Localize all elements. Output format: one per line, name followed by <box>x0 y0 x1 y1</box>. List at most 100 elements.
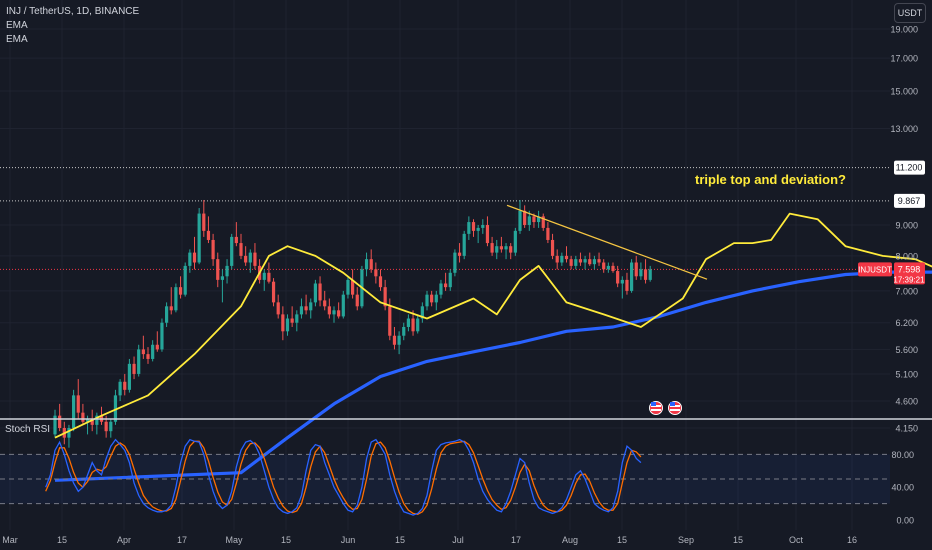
candle <box>318 276 322 307</box>
candle-body <box>351 279 355 295</box>
candle <box>555 249 559 270</box>
candle <box>462 230 466 260</box>
candle <box>313 279 317 307</box>
candle <box>220 269 224 303</box>
flag-icon-canton <box>670 402 675 406</box>
candle <box>151 340 155 362</box>
trendline[interactable] <box>506 204 708 280</box>
candle <box>369 249 373 273</box>
candle-body <box>639 269 643 277</box>
candle-body <box>611 265 615 272</box>
rsi-tick-label: 40.00 <box>891 483 914 493</box>
candle-body <box>490 243 494 253</box>
candle-body <box>132 363 136 374</box>
chart-annotation[interactable]: triple top and deviation? <box>695 172 846 187</box>
candle-body <box>169 306 173 311</box>
candle <box>239 233 243 260</box>
candle-body <box>643 269 648 280</box>
candle-body <box>527 216 531 225</box>
time-tick-label: 15 <box>617 535 627 545</box>
price-unit-button[interactable]: USDT <box>894 3 926 23</box>
candle-body <box>248 252 252 263</box>
candle <box>481 219 485 234</box>
time-tick-label: Sep <box>678 535 694 545</box>
level-a-badge-bg <box>894 160 925 175</box>
indicator-ema-1[interactable]: EMA <box>6 20 28 31</box>
candle <box>141 335 145 359</box>
candle-body <box>234 236 238 244</box>
candle <box>262 269 266 291</box>
candle-body <box>53 415 57 435</box>
indicator-ema-2[interactable]: EMA <box>6 34 28 45</box>
candle-body <box>309 302 313 311</box>
candle <box>174 283 178 313</box>
rsi-tick-label: 0.00 <box>896 516 914 526</box>
candle-body <box>197 213 201 263</box>
candle-body <box>262 272 266 280</box>
price-tick-label: 4.600 <box>895 396 918 406</box>
candle <box>630 259 634 293</box>
candle <box>58 403 62 432</box>
candle-body <box>411 318 415 332</box>
candle-body <box>564 255 569 260</box>
symbol-tag-bg <box>858 262 892 277</box>
candle-body <box>509 246 513 253</box>
symbol-line[interactable]: INJ / TetherUS, 1D, BINANCE <box>6 6 140 17</box>
candle <box>467 216 471 240</box>
candle-body <box>276 302 280 315</box>
candle-body <box>364 259 369 270</box>
candle-body <box>453 252 457 273</box>
stoch-rsi-label[interactable]: Stoch RSI <box>5 424 51 435</box>
candle <box>578 252 583 266</box>
us-flag-event-icon[interactable] <box>649 401 663 415</box>
candle <box>513 227 517 256</box>
candle <box>323 290 327 311</box>
candle <box>188 249 192 273</box>
candle-body <box>67 428 71 438</box>
candle <box>541 213 545 231</box>
candle <box>299 298 304 319</box>
candle-body <box>532 216 536 223</box>
candle <box>309 298 313 319</box>
candle-body <box>471 222 476 231</box>
candle-body <box>416 318 420 332</box>
candle <box>183 262 187 297</box>
candle <box>634 255 638 280</box>
candle <box>509 243 513 260</box>
candle <box>523 205 527 228</box>
candle <box>118 379 122 401</box>
candle-body <box>476 227 480 231</box>
candle-body <box>76 395 80 413</box>
candle <box>285 314 290 336</box>
candle <box>499 236 503 253</box>
time-tick-label: 16 <box>847 535 857 545</box>
candle-body <box>485 224 490 244</box>
candle <box>225 259 229 284</box>
candle-body <box>58 415 62 428</box>
candle-body <box>72 395 76 428</box>
candle-body <box>323 300 327 307</box>
candle <box>146 347 150 364</box>
candle-body <box>378 276 383 288</box>
candle <box>416 314 420 334</box>
candle-body <box>630 262 634 291</box>
us-flag-event-icon[interactable] <box>668 401 682 415</box>
candle-body <box>346 279 350 295</box>
price-tag-bg <box>894 262 925 285</box>
price-tick-label: 17.000 <box>890 54 918 64</box>
candle-body <box>355 294 359 307</box>
candle-body <box>555 255 559 263</box>
time-tick-label: 17 <box>511 535 521 545</box>
candle <box>165 302 169 327</box>
event-icons[interactable] <box>649 401 682 415</box>
candle-body <box>430 294 434 303</box>
candle <box>583 255 587 270</box>
candle-body <box>550 239 555 256</box>
candle <box>383 279 387 311</box>
candle <box>267 262 271 284</box>
candle <box>295 310 299 332</box>
candle-body <box>583 259 587 263</box>
